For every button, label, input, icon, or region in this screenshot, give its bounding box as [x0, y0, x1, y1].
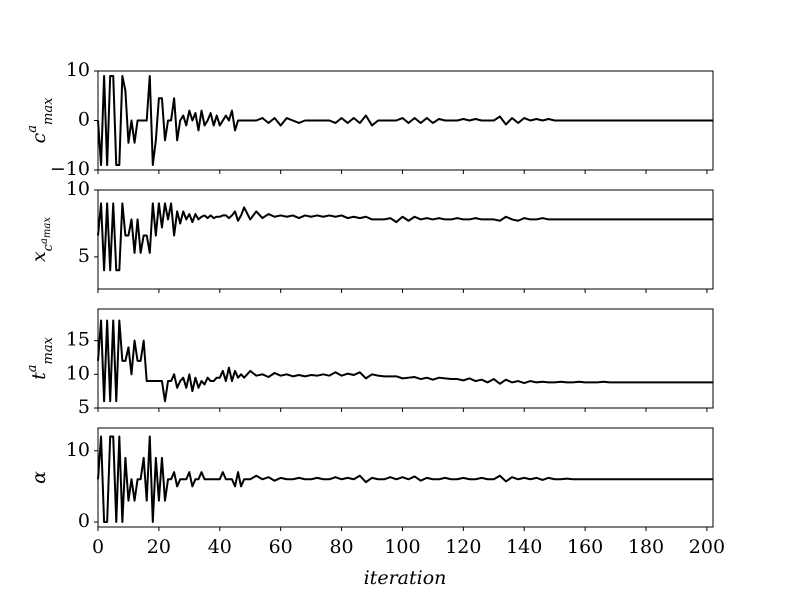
y-tick-label: 0	[78, 109, 90, 131]
y-axis-label: tamax	[25, 336, 56, 379]
y-tick-label: 10	[66, 439, 90, 461]
x-tick-label: 40	[208, 536, 232, 558]
y-tick-label: 10	[66, 59, 90, 81]
x-tick-label: 0	[92, 536, 104, 558]
x-tick-label: 140	[506, 536, 542, 558]
y-axis-label: camax	[25, 97, 56, 143]
y-tick-label: 10	[66, 362, 90, 384]
series-line	[97, 74, 713, 167]
y-axis-label-part: c	[41, 243, 56, 251]
y-axis-label: xcamax	[28, 217, 56, 262]
y-axis-label-part: max	[41, 97, 56, 125]
y-tick-label: 10	[66, 178, 90, 200]
x-tick-label: 120	[445, 536, 481, 558]
y-axis-label-part: x	[28, 251, 50, 262]
x-axis-label: iteration	[364, 567, 447, 589]
series-line	[97, 435, 713, 524]
y-tick-label: 15	[66, 329, 90, 351]
x-tick-label: 20	[147, 536, 171, 558]
y-axis-label-part: c	[28, 132, 50, 143]
x-tick-label: 80	[329, 536, 353, 558]
y-axis-label-part: max	[41, 336, 56, 364]
x-tick-label: 200	[689, 536, 725, 558]
series-line	[97, 202, 713, 272]
axes-frame	[97, 189, 714, 290]
series-line	[97, 319, 713, 403]
x-tick-label: 60	[269, 536, 293, 558]
y-tick-label: −10	[50, 158, 90, 180]
x-tick-label: 100	[384, 536, 420, 558]
y-axis-label-part: α	[28, 471, 50, 484]
x-tick-label: 160	[567, 536, 603, 558]
y-axis-label-part: t	[28, 372, 50, 380]
y-axis-label-part: a	[25, 125, 40, 133]
y-axis-label-part: a	[25, 365, 40, 373]
y-tick-label: 0	[78, 510, 90, 532]
y-axis-label-part: a	[39, 238, 50, 244]
x-tick-label: 180	[628, 536, 664, 558]
y-tick-label: 5	[78, 396, 90, 418]
y-tick-label: 5	[78, 245, 90, 267]
axes-frame	[97, 308, 714, 409]
y-axis-label-part: max	[42, 217, 53, 238]
y-axis-label: α	[28, 471, 50, 484]
